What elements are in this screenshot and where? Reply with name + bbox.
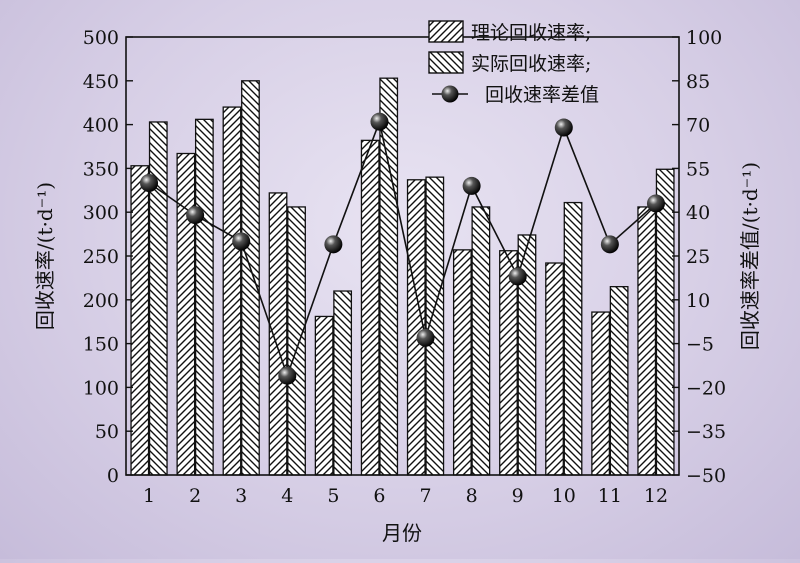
- bar-theoretical: [545, 262, 564, 476]
- bar-theoretical: [360, 139, 380, 476]
- bar-theoretical: [314, 315, 334, 476]
- difference-point: [646, 194, 665, 213]
- y2-tick-label: 40: [686, 202, 710, 224]
- difference-point: [140, 174, 159, 192]
- x-tick-label: 9: [512, 485, 524, 507]
- ticks-layer: 0 50 100 150 200 250 300 350 400 450 500 −50 −35 −20 −…: [83, 27, 726, 507]
- y2-tick-label: 70: [686, 115, 710, 137]
- difference-point: [462, 176, 481, 195]
- y-tick-label: 150: [83, 334, 119, 356]
- legend-label-theoretical: 理论回收速率;: [471, 22, 591, 44]
- bar-theoretical: [268, 192, 288, 476]
- y-tick-label: 100: [83, 377, 119, 399]
- y2-tick-label: −20: [686, 377, 726, 399]
- y2-tick-label: 100: [686, 27, 722, 49]
- difference-point: [370, 112, 389, 131]
- bar-actual: [333, 290, 353, 476]
- y-tick-label: 50: [95, 421, 119, 443]
- bar-actual: [287, 206, 306, 476]
- legend: 理论回收速率; 实际回收速率; 回收速率差值: [428, 20, 599, 106]
- bar-actual: [609, 286, 629, 476]
- bar-theoretical: [591, 311, 611, 476]
- x-tick-label: 10: [552, 485, 576, 507]
- x-axis-label: 月份: [382, 521, 422, 545]
- difference-point: [186, 206, 205, 225]
- legend-label-difference: 回收速率差值: [485, 84, 599, 106]
- x-tick-label: 8: [466, 485, 478, 507]
- bar-actual: [241, 80, 260, 476]
- x-tick-label: 12: [644, 485, 668, 507]
- bar-theoretical: [637, 206, 657, 476]
- y-axis-label: 回收速率/(t·d⁻¹): [33, 182, 57, 330]
- x-tick-label: 6: [373, 485, 385, 507]
- y2-tick-label: −35: [686, 421, 726, 443]
- difference-point: [232, 232, 251, 251]
- y-tick-label: 350: [83, 158, 119, 180]
- x-tick-label: 7: [419, 485, 431, 507]
- y2-tick-label: 85: [686, 71, 710, 93]
- bar-actual: [194, 118, 214, 476]
- y2-tick-label: −50: [686, 465, 726, 487]
- bars-layer: [130, 77, 675, 476]
- y-tick-label: 0: [107, 465, 119, 487]
- bar-actual: [655, 168, 675, 476]
- bar-theoretical: [130, 165, 150, 476]
- y-tick-label: 450: [83, 71, 119, 93]
- x-tick-label: 11: [598, 485, 622, 507]
- difference-point: [324, 235, 343, 254]
- bar-theoretical: [176, 152, 196, 476]
- x-tick-label: 2: [189, 485, 201, 507]
- y-tick-label: 200: [83, 290, 119, 312]
- legend-swatch-actual: [428, 51, 464, 74]
- legend-label-actual: 实际回收速率;: [471, 53, 591, 75]
- y-tick-label: 400: [83, 115, 119, 137]
- bar-theoretical: [452, 249, 472, 476]
- y2-axis-label: 回收速率差值/(t·d⁻¹): [738, 162, 762, 350]
- x-tick-label: 5: [327, 485, 339, 507]
- bar-theoretical: [406, 179, 426, 476]
- line-layer: [140, 112, 665, 385]
- y2-tick-label: 25: [686, 246, 710, 268]
- bar-theoretical: [222, 106, 242, 476]
- y-tick-label: 250: [83, 246, 119, 268]
- y-tick-label: 300: [83, 202, 119, 224]
- difference-point: [600, 235, 619, 254]
- y2-tick-label: 10: [686, 290, 710, 312]
- y2-tick-label: 55: [686, 158, 710, 180]
- bar-actual: [563, 201, 583, 476]
- x-tick-label: 4: [281, 485, 293, 507]
- x-tick-label: 1: [143, 485, 155, 507]
- difference-point: [508, 267, 527, 286]
- legend-swatch-theoretical: [428, 20, 464, 43]
- difference-point: [554, 118, 573, 137]
- y2-tick-label: −5: [686, 334, 714, 356]
- y-tick-label: 500: [83, 27, 119, 49]
- difference-point: [416, 328, 435, 347]
- x-tick-label: 3: [235, 485, 247, 507]
- difference-point: [278, 366, 297, 385]
- legend-marker-difference: [441, 85, 459, 103]
- bar-actual: [471, 206, 491, 476]
